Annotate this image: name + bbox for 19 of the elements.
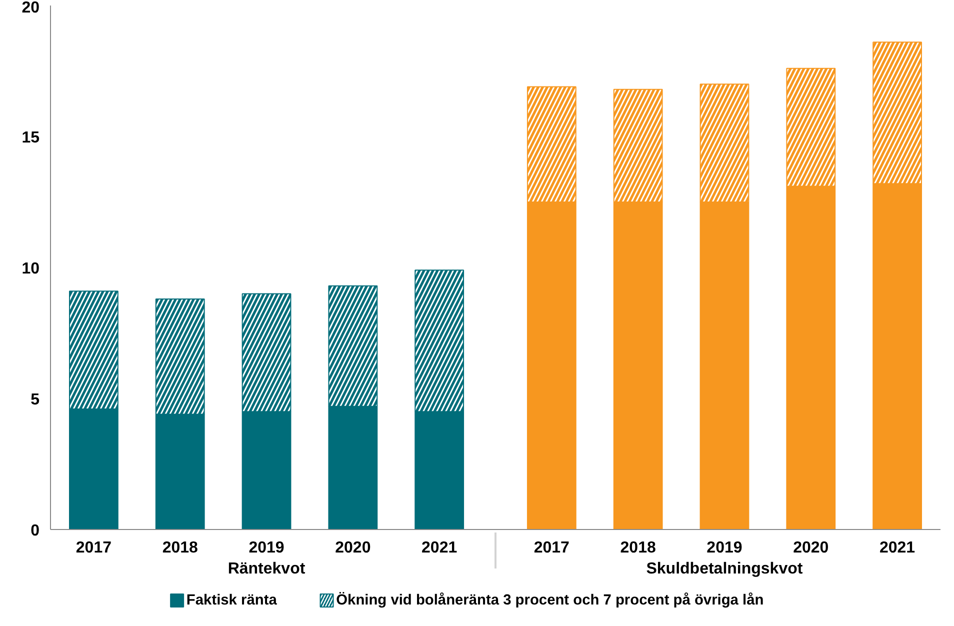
legend-label: Ökning vid bolåneränta 3 procent och 7 procent på övriga lån xyxy=(336,592,764,608)
x-tick-label: 2017 xyxy=(76,540,112,556)
x-tick-label: 2019 xyxy=(248,540,284,556)
x-tick-label: 2021 xyxy=(880,540,916,556)
text: Räntekvot xyxy=(228,560,306,578)
x-tick-label: 2021 xyxy=(422,540,458,556)
legend-label: Faktisk ränta xyxy=(186,592,278,608)
x-tick-label: 2020 xyxy=(793,540,829,556)
y-tick-label: 15 xyxy=(22,130,40,146)
y-tick-label: 10 xyxy=(22,260,40,278)
x-tick-label: 2020 xyxy=(335,540,371,556)
x-tick-label: 2018 xyxy=(162,540,198,556)
y-tick-label: 0 xyxy=(30,522,40,540)
x-tick-label: 2019 xyxy=(706,540,742,556)
x-tick-label: 2018 xyxy=(620,540,656,556)
y-tick-label: 20 xyxy=(22,0,40,16)
y-tick-label: 5 xyxy=(30,392,40,408)
text: Skuldbetalningskvot xyxy=(646,560,804,578)
x-tick-label: 2017 xyxy=(534,540,570,556)
